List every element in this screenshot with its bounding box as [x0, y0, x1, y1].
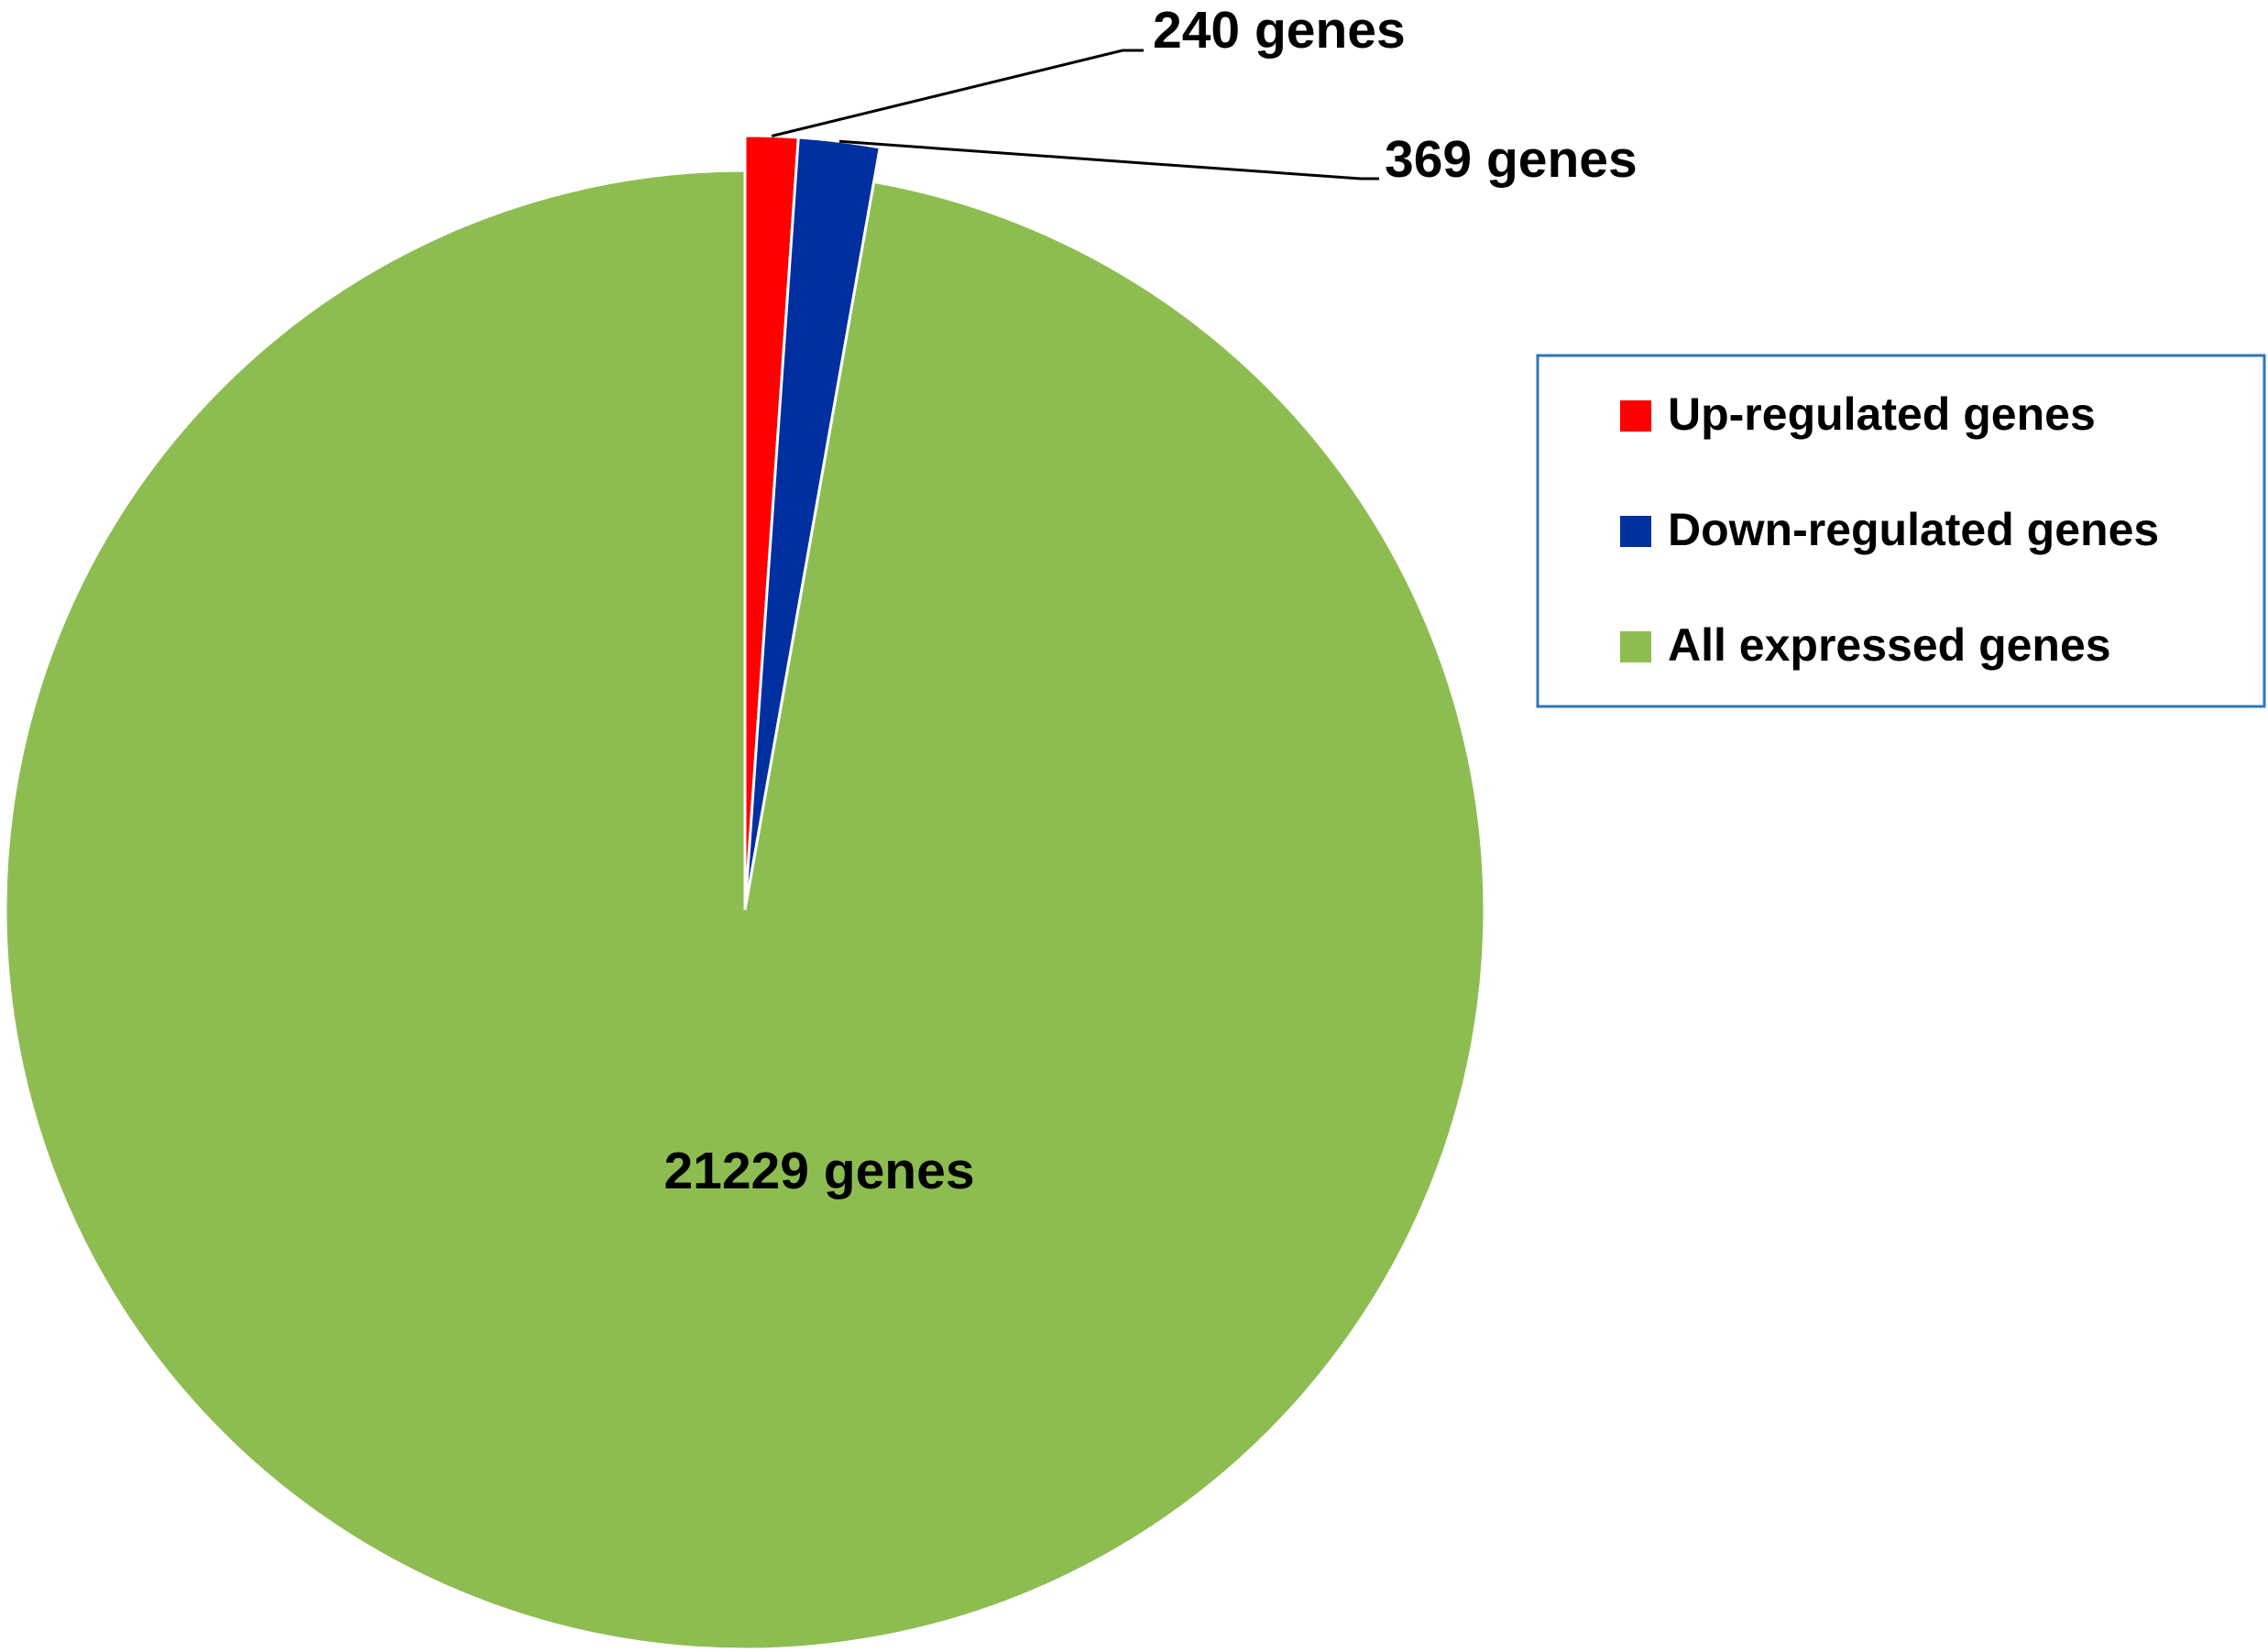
data-labels: 240 genes 369 genes 21229 genes [663, 1, 1637, 1200]
leader-line-down-regulated [838, 139, 1379, 181]
legend-swatch-up-regulated [1620, 400, 1651, 432]
legend-entry-down-regulated: Down-regulated genes [1620, 504, 2159, 555]
leader-lines [771, 49, 1379, 181]
legend-entry-up-regulated: Up-regulated genes [1620, 388, 2096, 440]
legend-box [1536, 354, 2266, 708]
pie-slices [4, 134, 1486, 1651]
pie-slice-all-expressed [4, 169, 1486, 1651]
legend-label-up-regulated: Up-regulated genes [1668, 388, 2096, 440]
legend: Up-regulated genes Down-regulated genes … [1536, 354, 2266, 708]
legend-swatch-down-regulated [1620, 516, 1651, 547]
leader-line-up-regulated [771, 49, 1144, 137]
legend-swatch-all-expressed [1620, 631, 1651, 662]
legend-label-down-regulated: Down-regulated genes [1668, 504, 2159, 555]
legend-label-all-expressed: All expressed genes [1668, 619, 2111, 671]
data-label-up-regulated: 240 genes [1153, 1, 1406, 60]
legend-entry-all-expressed: All expressed genes [1620, 619, 2111, 671]
data-label-all-expressed: 21229 genes [663, 1142, 974, 1200]
data-label-down-regulated: 369 genes [1385, 130, 1638, 189]
